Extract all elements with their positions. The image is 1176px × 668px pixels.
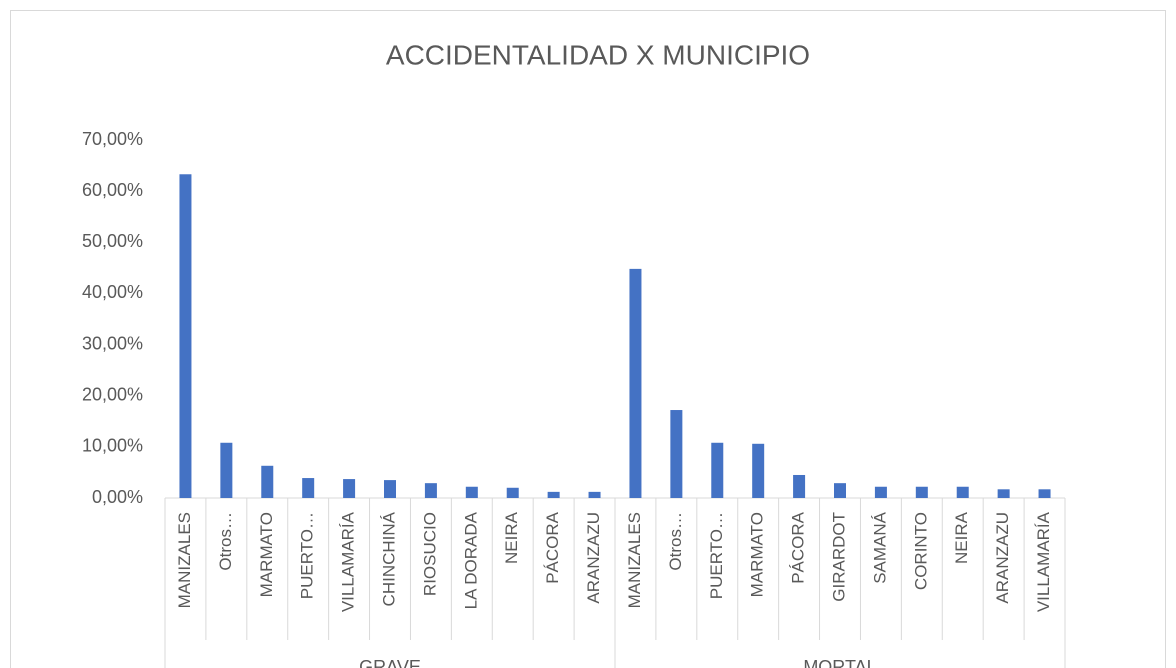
bar [711, 442, 724, 498]
x-tick-label: CHINCHINÁ [379, 511, 398, 606]
bar [874, 486, 887, 498]
y-tick-label: 60,00% [82, 180, 143, 200]
y-tick-label: 0,00% [92, 487, 143, 507]
x-tick-label: MARMATO [748, 512, 767, 597]
x-tick-label: NEIRA [502, 511, 521, 564]
x-tick-label: RIOSUCIO [420, 512, 439, 596]
group-label: GRAVE [359, 657, 421, 668]
x-tick-label: CORINTO [911, 512, 930, 590]
bar [793, 474, 806, 498]
x-tick-label: PUERTO… [707, 512, 726, 599]
bar [997, 489, 1010, 498]
bar [1038, 489, 1051, 498]
x-tick-label: NEIRA [952, 511, 971, 564]
x-tick-label: ARANZAZU [993, 512, 1012, 604]
bar [261, 465, 274, 498]
chart-border [10, 10, 1166, 668]
x-tick-label: PÁCORA [789, 511, 808, 583]
bar [670, 410, 683, 498]
bar [915, 486, 928, 498]
y-tick-label: 30,00% [82, 333, 143, 353]
y-tick-label: 20,00% [82, 384, 143, 404]
bar [302, 478, 315, 498]
x-tick-label: GIRARDOT [829, 512, 848, 602]
x-tick-label: Otros… [666, 512, 685, 571]
x-tick-label: PÁCORA [543, 511, 562, 583]
x-tick-label: MANIZALES [625, 512, 644, 608]
x-tick-label: MANIZALES [175, 512, 194, 608]
bar [424, 483, 437, 498]
bar [506, 487, 519, 498]
x-tick-label: Otros… [216, 512, 235, 571]
y-tick-label: 70,00% [82, 129, 143, 149]
bar [547, 491, 560, 498]
bar [588, 491, 601, 498]
y-tick-label: 50,00% [82, 231, 143, 251]
group-label: MORTAL [803, 657, 876, 668]
bar [834, 483, 846, 498]
bar [752, 443, 765, 498]
bar [384, 480, 396, 498]
bar [220, 442, 233, 498]
x-tick-label: VILLAMARÍA [339, 511, 358, 612]
x-tick-label: SAMANÁ [870, 511, 889, 583]
x-tick-label: ARANZAZU [584, 512, 603, 604]
bar [956, 486, 969, 498]
chart-title: ACCIDENTALIDAD X MUNICIPIO [386, 39, 810, 70]
bar [343, 479, 356, 498]
bar [465, 486, 478, 498]
x-tick-label: VILLAMARÍA [1034, 511, 1053, 612]
x-tick-label: PUERTO… [298, 512, 317, 599]
x-tick-label: LA DORADA [461, 511, 480, 609]
y-tick-label: 40,00% [82, 282, 143, 302]
bar [179, 174, 192, 498]
y-tick-label: 10,00% [82, 436, 143, 456]
x-tick-label: MARMATO [257, 512, 276, 597]
bar [629, 268, 642, 498]
